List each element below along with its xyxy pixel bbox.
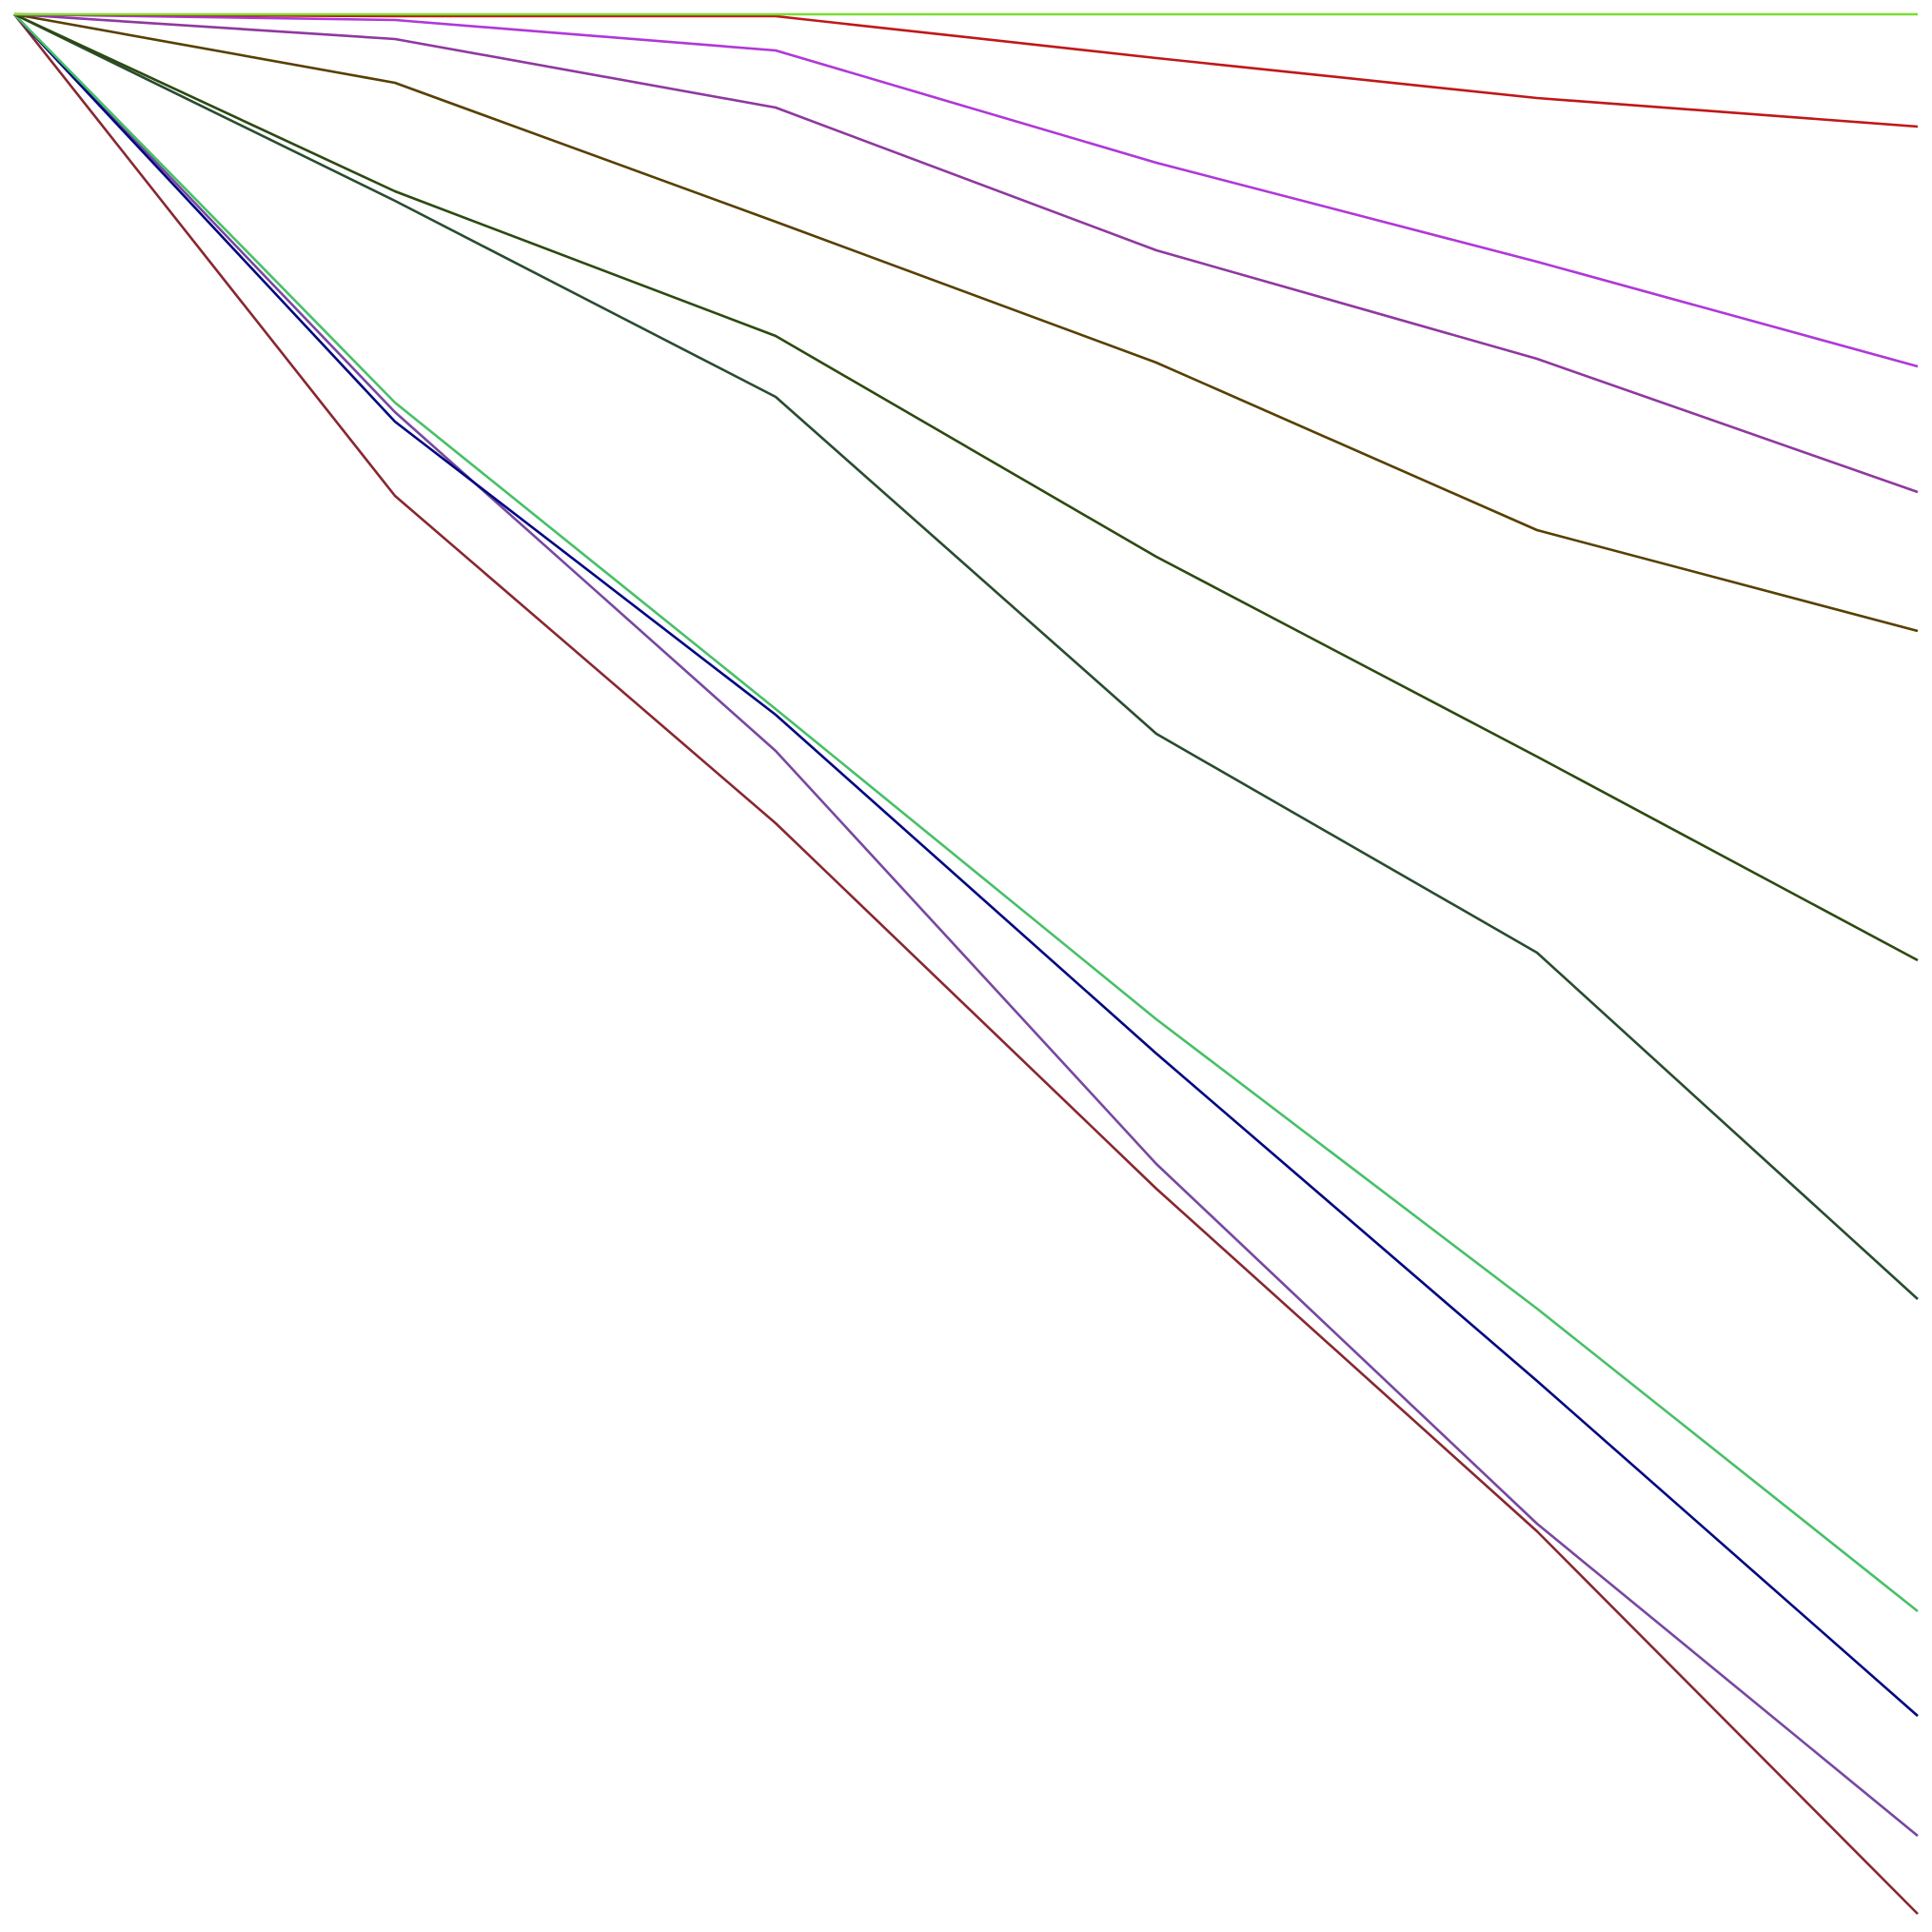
series-line-3: [13, 12, 1919, 368]
series-line-11: [12, 13, 1919, 1915]
series-line-7: [13, 12, 1919, 1300]
series-line-4: [13, 12, 1919, 494]
series-line-2: [13, 12, 1919, 128]
series-line-10: [13, 13, 1919, 1838]
series-line-8: [13, 13, 1919, 1613]
series-line-5: [13, 12, 1919, 633]
series-line-9: [13, 13, 1919, 1717]
series-layer: [12, 12, 1919, 1915]
series-line-6: [13, 12, 1919, 962]
